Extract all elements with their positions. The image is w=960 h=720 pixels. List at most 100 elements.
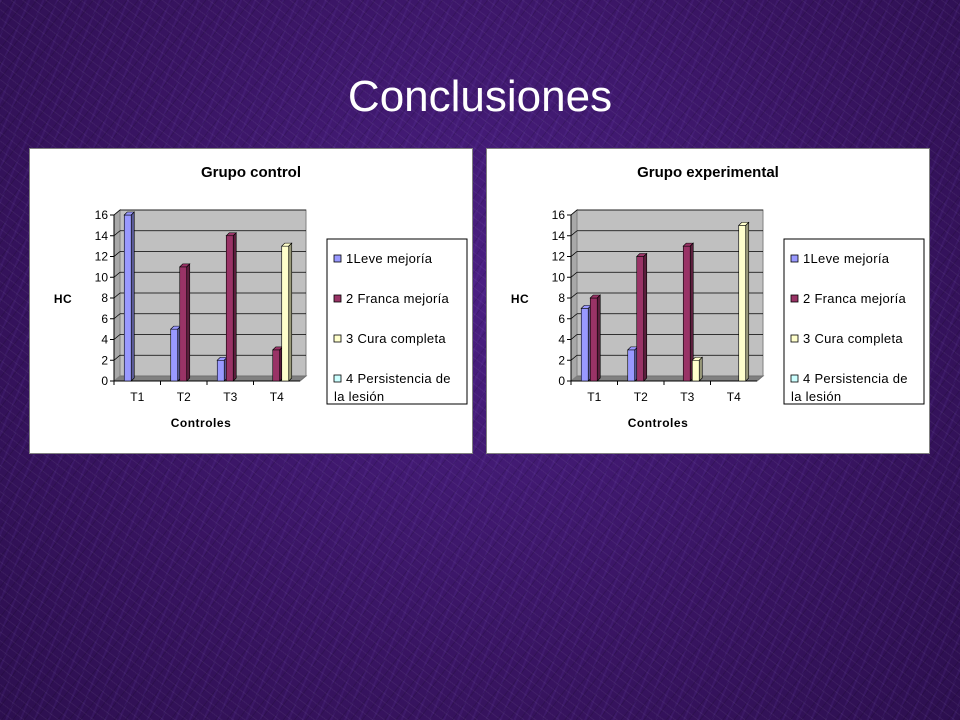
bar-front: [682, 245, 691, 382]
legend-box: [783, 238, 925, 405]
bar-front: [738, 225, 747, 382]
bar: [691, 356, 703, 382]
legend-swatch: [790, 254, 799, 263]
y-tick-label: 12: [95, 250, 109, 264]
y-tick-label: 8: [101, 291, 108, 305]
gridline-side: [570, 292, 578, 299]
bar: [627, 346, 639, 382]
gridline-side: [113, 271, 121, 278]
bar: [281, 242, 293, 382]
gridline-side: [570, 271, 578, 278]
y-tick-label: 16: [95, 208, 109, 222]
chart-title: Grupo control: [201, 164, 301, 181]
bar-front: [123, 214, 132, 382]
y-tick-label: 10: [95, 270, 109, 284]
bar-front: [589, 297, 598, 382]
bar-side: [130, 211, 135, 382]
legend-swatch: [790, 294, 799, 303]
gridline-side: [113, 334, 121, 340]
bar-side: [643, 252, 648, 382]
legend-label-line: 4 Persistencia de: [346, 371, 451, 386]
legend-label: 1Leve mejoría: [346, 251, 433, 266]
legend-swatch: [333, 374, 342, 383]
x-tick-label: T1: [587, 390, 601, 404]
y-tick-label: 4: [101, 333, 108, 347]
x-tick-label: T2: [634, 390, 648, 404]
x-tick-label: T4: [727, 390, 741, 404]
bar-front: [281, 245, 290, 382]
y-axis-label: HC: [511, 292, 529, 306]
legend-label-line: la lesión: [791, 389, 841, 404]
bar-front: [272, 349, 281, 382]
gridline-side: [113, 354, 121, 361]
bar-side: [288, 242, 293, 382]
bar-front: [627, 349, 636, 382]
bar-front: [216, 359, 225, 382]
legend-label: 1Leve mejoría: [803, 251, 890, 266]
legend-swatch: [333, 334, 342, 343]
legend-label-line: la lesión: [334, 389, 384, 404]
legend-label: 3 Cura completa: [346, 331, 446, 346]
gridline-side: [570, 313, 578, 320]
gridline-side: [113, 209, 121, 216]
bar: [580, 304, 592, 382]
y-tick-label: 12: [552, 250, 566, 264]
y-tick-label: 2: [101, 353, 108, 367]
y-tick-label: 16: [552, 208, 566, 222]
legend-swatch: [333, 254, 342, 263]
bar: [123, 211, 135, 382]
gridline-side: [570, 230, 578, 237]
bar-front: [170, 328, 179, 382]
legend-label: 3 Cura completa: [803, 331, 903, 346]
bar-front: [580, 308, 589, 382]
x-tick-label: T1: [130, 390, 144, 404]
bar: [225, 232, 237, 382]
y-axis-label: HC: [54, 292, 72, 306]
legend-swatch: [790, 334, 799, 343]
legend-box: [326, 238, 468, 405]
bar-side: [186, 263, 191, 382]
legend-swatch: [790, 374, 799, 383]
gridline-side: [113, 313, 121, 320]
bar-side: [232, 232, 237, 382]
gridline-side: [113, 292, 121, 299]
gridline-side: [570, 209, 578, 216]
chart-title: Grupo experimental: [637, 164, 779, 181]
gridline-side: [570, 354, 578, 361]
chart-panel-control: Grupo control 0 2 4 6 8 10 12 14 16 T1 T2 T3 T4 Contro…: [29, 148, 473, 454]
y-tick-label: 4: [558, 333, 565, 347]
legend-label: 4 Persistencia de la lesión: [334, 371, 451, 404]
y-tick-label: 0: [558, 374, 565, 388]
legend-swatch: [333, 294, 342, 303]
bar: [272, 346, 284, 382]
legend-label-line: 4 Persistencia de: [803, 371, 908, 386]
chart-control: Grupo control 0 2 4 6 8 10 12 14 16 T1 T2 T3 T4 Contro…: [54, 164, 468, 430]
bar-side: [596, 294, 601, 382]
y-tick-label: 6: [558, 312, 565, 326]
bar-side: [698, 356, 703, 382]
x-tick-label: T4: [270, 390, 284, 404]
chart-panel-experimental: Grupo experimental 0 2 4 6 8 10 12 14 16 T1 T2 T3 T4 C…: [486, 148, 930, 454]
bar: [636, 252, 648, 382]
legend-label: 4 Persistencia de la lesión: [791, 371, 908, 404]
chart-experimental: Grupo experimental 0 2 4 6 8 10 12 14 16 T1 T2 T3 T4 C…: [511, 164, 925, 430]
bar-front: [225, 235, 234, 382]
bar-side: [745, 221, 750, 382]
legend-label: 2 Franca mejoría: [346, 291, 450, 306]
x-tick-label: T3: [680, 390, 694, 404]
gridline-side: [113, 230, 121, 237]
bar: [682, 242, 694, 382]
bar: [170, 325, 182, 382]
x-tick-label: T2: [177, 390, 191, 404]
x-axis-label: Controles: [628, 416, 689, 430]
legend-label: 2 Franca mejoría: [803, 291, 907, 306]
y-tick-label: 14: [95, 229, 109, 243]
x-axis-label: Controles: [171, 416, 232, 430]
x-tick-label: T3: [223, 390, 237, 404]
y-tick-label: 8: [558, 291, 565, 305]
y-tick-label: 2: [558, 353, 565, 367]
slide-title: Conclusiones: [347, 72, 613, 121]
y-tick-label: 0: [101, 374, 108, 388]
bar-front: [179, 266, 188, 382]
bar-front: [636, 256, 645, 382]
